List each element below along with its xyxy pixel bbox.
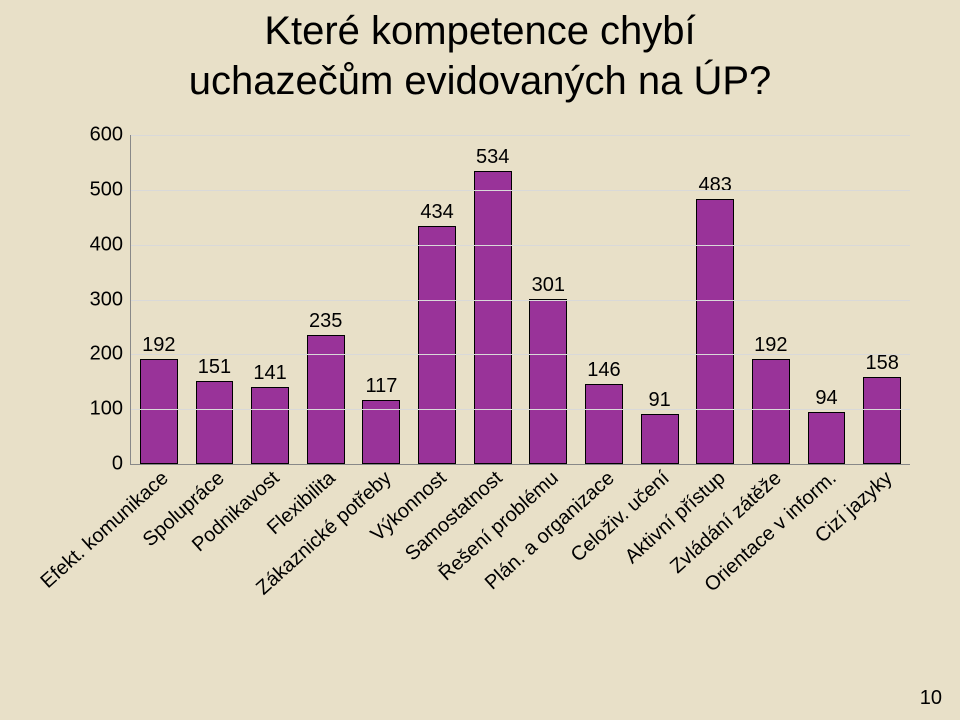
bar-value-label: 94 xyxy=(815,387,837,410)
gridline xyxy=(131,409,910,410)
bar xyxy=(418,226,456,464)
slide-page: Které kompetence chybí uchazečům evidova… xyxy=(0,0,960,720)
bar-value-label: 483 xyxy=(699,174,732,197)
y-tick-label: 0 xyxy=(112,453,123,476)
bar xyxy=(696,199,734,464)
bar xyxy=(641,414,679,464)
x-label-slot: Řešení problému xyxy=(520,467,576,667)
bar-value-label: 158 xyxy=(865,352,898,375)
chart-title-line1: Které kompetence chybí xyxy=(264,9,695,53)
bar-value-label: 146 xyxy=(587,359,620,382)
x-label-slot: Plán. a organizace xyxy=(576,467,632,667)
x-label-slot: Orientace v inform. xyxy=(799,467,855,667)
bar xyxy=(474,171,512,464)
x-label-slot: Flexibilita xyxy=(297,467,353,667)
chart-title-line2: uchazečům evidovaných na ÚP? xyxy=(189,59,772,103)
bar xyxy=(808,412,846,464)
gridline xyxy=(131,354,910,355)
x-label-slot: Efekt. komunikace xyxy=(130,467,186,667)
bar-value-label: 301 xyxy=(532,274,565,297)
x-label-slot: Zákaznické potřeby xyxy=(353,467,409,667)
chart-title: Které kompetence chybí uchazečům evidova… xyxy=(0,0,960,106)
gridline xyxy=(131,245,910,246)
bar-value-label: 192 xyxy=(142,334,175,357)
bar xyxy=(196,381,234,464)
bar-chart: 1921511412351174345343011469148319294158… xyxy=(70,135,910,505)
gridline xyxy=(131,135,910,136)
y-tick-label: 500 xyxy=(90,178,123,201)
plot-area: 1921511412351174345343011469148319294158… xyxy=(130,135,910,465)
y-tick-label: 200 xyxy=(90,343,123,366)
y-tick-label: 400 xyxy=(90,233,123,256)
bar xyxy=(529,299,567,464)
x-labels: Efekt. komunikaceSpoluprácePodnikavostFl… xyxy=(130,467,910,667)
bar-value-label: 151 xyxy=(198,356,231,379)
bar-value-label: 141 xyxy=(253,362,286,385)
bar-value-label: 192 xyxy=(754,334,787,357)
y-tick-label: 300 xyxy=(90,288,123,311)
x-label-slot: Cizí jazyky xyxy=(854,467,910,667)
y-tick-label: 100 xyxy=(90,398,123,421)
x-label-slot: Zvládání zátěže xyxy=(743,467,799,667)
bar-value-label: 434 xyxy=(420,201,453,224)
y-tick-label: 600 xyxy=(90,124,123,147)
page-number: 10 xyxy=(920,687,942,710)
bar-value-label: 117 xyxy=(365,375,397,398)
bar xyxy=(863,377,901,464)
gridline xyxy=(131,190,910,191)
bar-value-label: 534 xyxy=(476,146,509,169)
gridline xyxy=(131,300,910,301)
bar xyxy=(251,387,289,464)
x-label-slot: Spolupráce xyxy=(186,467,242,667)
bar xyxy=(752,359,790,464)
bar xyxy=(140,359,178,464)
bar-value-label: 235 xyxy=(309,310,342,333)
bar xyxy=(585,384,623,464)
